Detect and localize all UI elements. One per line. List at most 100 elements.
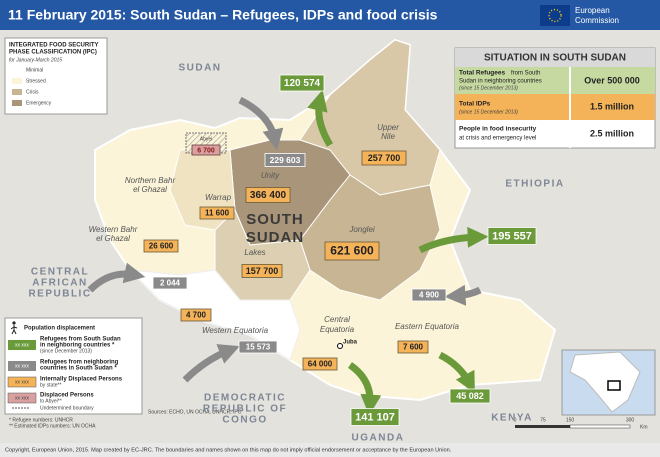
scale-label: 0 [514,417,517,423]
map-label: KENYA [491,413,533,424]
ipc-item: Minimal [26,67,43,73]
row-refugees [455,67,655,94]
situation-header [455,48,655,67]
arrow-in [87,262,146,293]
map-label: el Ghazal [96,234,130,243]
logo-text: Commission [575,16,619,25]
scale-bar [515,425,570,428]
number-box [279,74,325,92]
map-label: Eastern Equatoria [395,322,460,331]
footer-bar [0,443,660,457]
sample-text: xx xxx [15,363,29,369]
ipc-item: Emergency [26,100,52,106]
number-label: 64 000 [308,360,333,369]
footnote: ** Estimated IDPs numbers: UN OCHA [9,423,96,429]
map-label: Warrap [205,193,232,202]
map-label: Western Bahr [89,225,138,234]
number-box [180,308,212,322]
number-box [241,264,283,278]
legend-item: Displaced Persons [40,393,94,399]
sample-text: xx xxx [15,379,29,385]
map-label: DEMOCRATIC [204,393,286,404]
ipc-title: INTEGRATED FOOD SECURITY [9,43,99,49]
logo-text: European [575,6,610,15]
ipc-item: Stressed [26,78,46,84]
number-label: 15 573 [246,343,271,352]
map-label: REPUBLIC [28,289,91,300]
number-box [487,227,537,245]
number-label: 4 900 [419,291,440,300]
ipc-period: for January-March 2015 [9,57,62,63]
sample-text: xx xxx [15,395,29,401]
row-value: Over 500 000 [584,75,640,85]
scale-label: 300 [626,417,635,423]
map-label: Juba [343,340,358,346]
footer: Copyright, European Union, 2015. Map cre… [5,447,452,453]
row-value: 2.5 million [590,128,634,138]
number-label: 2 044 [160,279,181,288]
number-label: 366 400 [250,190,287,201]
juba-marker [337,343,343,349]
number-box [245,187,291,203]
number-label: 11 600 [205,209,230,218]
eu-stars [548,8,562,23]
row-idps [455,94,655,120]
number-box [361,150,407,166]
arrow-out [438,351,475,394]
map-label: CENTRAL [31,267,89,278]
number-label: 621 600 [330,244,374,258]
number-label: 7 600 [403,343,424,352]
row-label: Total Refugees [459,70,505,77]
map-label: AFRICAN [32,278,88,289]
sample-orange [7,376,37,388]
situation-title: SITUATION IN SOUTH SUDAN [484,53,626,64]
map-label: UGANDA [352,433,405,444]
swatch-emergency [12,100,22,106]
number-box [143,239,179,253]
map-label: Abyei [200,136,213,142]
map-label: Jonglei [348,225,375,234]
map-label: Unity [261,171,280,180]
map-label: Upper [377,123,399,132]
map-label: Central [324,315,350,324]
number-label: 195 557 [492,230,532,242]
map-label: SUDAN [178,63,221,74]
sample-green [8,340,36,350]
eu-flag [540,5,570,26]
inset-frame [607,380,621,391]
ipc-title: PHASE CLASSIFICATION (IPC) [9,50,97,56]
arrow-out [418,226,489,254]
map-label: el Ghazal [133,185,167,194]
map-label: Equatoria [320,325,355,334]
number-label: 141 107 [355,411,395,423]
map-label: SOUTH [246,211,304,228]
number-box [238,340,278,354]
swatch-crisis [12,89,22,95]
sources: Sources: ECHO, UN OCHA, UNHCR, IPC [148,409,242,415]
sample-text: xx xxx [15,342,29,348]
number-label: 229 603 [270,155,301,165]
number-box [397,340,429,354]
ipc-item: Crisis [26,89,39,95]
arrow-out [307,89,334,147]
number-box [324,241,380,261]
row-note: (since 15 December 2013) [459,109,518,115]
map-label: ETHIOPIA [505,179,564,190]
number-label: 45 082 [456,391,484,401]
row-detail: Sudan in neighboring countries [459,79,542,85]
legend-note: by state** [40,382,61,388]
person-icon [12,321,16,325]
swatch-stressed [12,78,22,84]
row-label: Total IDPs [459,101,491,108]
row-detail: at crisis and emergency level [459,136,536,142]
number-box [449,388,491,404]
arrow-in [182,344,240,383]
number-label: 26 600 [149,242,174,251]
scale-bar [569,424,631,429]
row-note: (since 15 December 2013) [459,85,518,91]
arrow-in [238,96,284,151]
row-detail: from South [511,71,540,77]
legend-note: (since December 2013) [40,348,92,354]
